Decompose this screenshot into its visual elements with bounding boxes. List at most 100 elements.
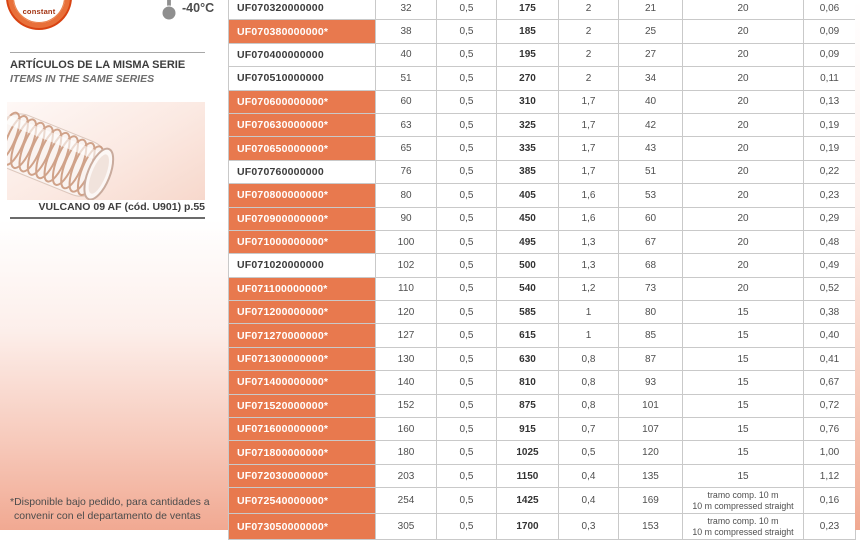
table-row: UF073050000000* 305 0,5 1700 0,3 153 tra… bbox=[228, 513, 856, 540]
table-row: UF071800000000* 180 0,5 1025 0,5 120 15 … bbox=[228, 440, 856, 465]
value-cell-5: 25 bbox=[618, 19, 683, 44]
inner-diameter-cell: 110 bbox=[375, 276, 437, 302]
value-cell-4: 1,2 bbox=[558, 276, 619, 302]
weight-cell: 495 bbox=[496, 229, 559, 255]
product-code-cell: UF071520000000* bbox=[228, 393, 376, 419]
value-cell-5: 67 bbox=[618, 229, 683, 255]
footnote-line-2: convenir con el departamento de ventas bbox=[14, 510, 201, 522]
wall-thickness-cell: 0,5 bbox=[436, 463, 497, 489]
wall-thickness-cell: 0,5 bbox=[436, 206, 497, 231]
value-cell-4: 0,5 bbox=[558, 440, 619, 465]
value-cell-7: 0,13 bbox=[803, 89, 856, 114]
divider bbox=[10, 52, 205, 53]
roll-length-cell: 20 bbox=[682, 42, 804, 68]
value-cell-7: 0,16 bbox=[803, 487, 856, 515]
wall-thickness-cell: 0,5 bbox=[436, 253, 497, 278]
badge-label: constant bbox=[22, 7, 56, 16]
product-code-cell: UF071600000000* bbox=[228, 417, 376, 442]
product-code-cell: UF071800000000* bbox=[228, 440, 376, 465]
value-cell-5: 43 bbox=[618, 136, 683, 161]
weight-cell: 450 bbox=[496, 206, 559, 231]
value-cell-5: 107 bbox=[618, 417, 683, 442]
value-cell-7: 0,19 bbox=[803, 112, 856, 138]
table-row: UF070900000000* 90 0,5 450 1,6 60 20 0,2… bbox=[228, 206, 856, 231]
inner-diameter-cell: 40 bbox=[375, 42, 437, 68]
value-cell-5: 27 bbox=[618, 42, 683, 68]
table-row: UF070600000000* 60 0,5 310 1,7 40 20 0,1… bbox=[228, 89, 856, 114]
table-row: UF071400000000* 140 0,5 810 0,8 93 15 0,… bbox=[228, 370, 856, 395]
roll-length-cell: 20 bbox=[682, 276, 804, 302]
weight-cell: 500 bbox=[496, 253, 559, 278]
wall-thickness-cell: 0,5 bbox=[436, 19, 497, 44]
roll-length-cell: 20 bbox=[682, 136, 804, 161]
value-cell-4: 2 bbox=[558, 42, 619, 68]
inner-diameter-cell: 63 bbox=[375, 112, 437, 138]
product-code-cell: UF071020000000 bbox=[228, 253, 376, 278]
value-cell-7: 0,19 bbox=[803, 136, 856, 161]
weight-cell: 915 bbox=[496, 417, 559, 442]
value-cell-4: 1,7 bbox=[558, 112, 619, 138]
inner-diameter-cell: 203 bbox=[375, 463, 437, 489]
wall-thickness-cell: 0,5 bbox=[436, 66, 497, 91]
value-cell-4: 1,7 bbox=[558, 89, 619, 114]
wall-thickness-cell: 0,5 bbox=[436, 300, 497, 325]
table-row: UF071270000000* 127 0,5 615 1 85 15 0,40 bbox=[228, 323, 856, 348]
inner-diameter-cell: 76 bbox=[375, 159, 437, 185]
value-cell-5: 101 bbox=[618, 393, 683, 419]
value-cell-4: 1 bbox=[558, 300, 619, 325]
value-cell-7: 0,23 bbox=[803, 183, 856, 208]
value-cell-7: 0,48 bbox=[803, 229, 856, 255]
table-row: UF071100000000* 110 0,5 540 1,2 73 20 0,… bbox=[228, 276, 856, 302]
product-code-cell: UF070510000000 bbox=[228, 66, 376, 91]
weight-cell: 175 bbox=[496, 0, 559, 21]
value-cell-5: 40 bbox=[618, 89, 683, 114]
table-row: UF070650000000* 65 0,5 335 1,7 43 20 0,1… bbox=[228, 136, 856, 161]
thermometer-icon bbox=[161, 0, 177, 21]
value-cell-7: 0,09 bbox=[803, 19, 856, 44]
value-cell-4: 0,8 bbox=[558, 370, 619, 395]
value-cell-7: 0,72 bbox=[803, 393, 856, 419]
constant-temperature-badge: constant bbox=[8, 0, 70, 28]
wall-thickness-cell: 0,5 bbox=[436, 136, 497, 161]
divider bbox=[10, 217, 205, 219]
value-cell-7: 0,76 bbox=[803, 417, 856, 442]
inner-diameter-cell: 60 bbox=[375, 89, 437, 114]
roll-length-cell: 20 bbox=[682, 253, 804, 278]
weight-cell: 1700 bbox=[496, 513, 559, 540]
inner-diameter-cell: 65 bbox=[375, 136, 437, 161]
table-row: UF071200000000* 120 0,5 585 1 80 15 0,38 bbox=[228, 300, 856, 325]
value-cell-7: 0,06 bbox=[803, 0, 856, 21]
value-cell-7: 0,38 bbox=[803, 300, 856, 325]
table-row: UF072540000000* 254 0,5 1425 0,4 169 tra… bbox=[228, 487, 856, 515]
roll-length-cell: 15 bbox=[682, 393, 804, 419]
inner-diameter-cell: 38 bbox=[375, 19, 437, 44]
wall-thickness-cell: 0,5 bbox=[436, 229, 497, 255]
value-cell-5: 73 bbox=[618, 276, 683, 302]
product-code-cell: UF070650000000* bbox=[228, 136, 376, 161]
wall-thickness-cell: 0,5 bbox=[436, 417, 497, 442]
value-cell-5: 93 bbox=[618, 370, 683, 395]
inner-diameter-cell: 180 bbox=[375, 440, 437, 465]
value-cell-4: 0,4 bbox=[558, 487, 619, 515]
product-caption: VULCANO 09 AF (cód. U901) p.55 bbox=[38, 201, 205, 213]
table-row: UF070760000000 76 0,5 385 1,7 51 20 0,22 bbox=[228, 159, 856, 185]
product-code-cell: UF073050000000* bbox=[228, 513, 376, 540]
product-code-cell: UF071200000000* bbox=[228, 300, 376, 325]
product-code-cell: UF070380000000* bbox=[228, 19, 376, 44]
left-info-panel: constant -40°C ARTÍCULOS DE LA MISMA SER… bbox=[0, 0, 228, 530]
min-temperature-value: -40°C bbox=[182, 1, 215, 15]
roll-length-cell: 15 bbox=[682, 417, 804, 442]
wall-thickness-cell: 0,5 bbox=[436, 42, 497, 68]
value-cell-7: 0,22 bbox=[803, 159, 856, 185]
specifications-table: UF070320000000 32 0,5 175 2 21 20 0,06 U… bbox=[228, 0, 857, 540]
table-row: UF070800000000* 80 0,5 405 1,6 53 20 0,2… bbox=[228, 183, 856, 208]
value-cell-4: 0,8 bbox=[558, 393, 619, 419]
table-row: UF071520000000* 152 0,5 875 0,8 101 15 0… bbox=[228, 393, 856, 419]
table-row: UF070630000000* 63 0,5 325 1,7 42 20 0,1… bbox=[228, 112, 856, 138]
value-cell-7: 0,49 bbox=[803, 253, 856, 278]
wall-thickness-cell: 0,5 bbox=[436, 370, 497, 395]
inner-diameter-cell: 305 bbox=[375, 513, 437, 540]
value-cell-4: 2 bbox=[558, 19, 619, 44]
table-row: UF070380000000* 38 0,5 185 2 25 20 0,09 bbox=[228, 19, 856, 44]
value-cell-5: 80 bbox=[618, 300, 683, 325]
